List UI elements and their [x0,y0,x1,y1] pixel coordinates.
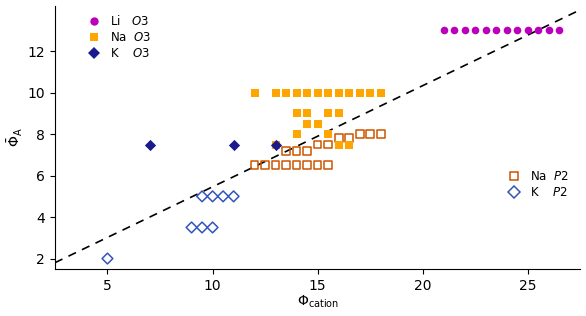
Point [366,131,375,137]
Point [534,28,543,33]
X-axis label: $\Phi_{\rm cation}$: $\Phi_{\rm cation}$ [297,294,339,310]
Point [334,142,343,147]
Point [229,194,239,199]
Point [302,148,312,153]
Point [345,136,354,141]
Point [271,142,280,147]
Point [292,111,301,116]
Point [449,28,459,33]
Point [376,90,386,95]
Point [513,28,522,33]
Point [292,163,301,168]
Point [197,225,207,230]
Point [555,28,564,33]
Point [323,163,333,168]
Legend: Na  $\it{P2}$, K    $\it{P2}$: Na $\it{P2}$, K $\it{P2}$ [502,170,569,199]
Point [250,163,259,168]
Point [523,28,533,33]
Point [313,90,322,95]
Point [208,225,217,230]
Point [313,163,322,168]
Point [281,163,291,168]
Point [334,136,343,141]
Point [250,90,259,95]
Point [145,142,154,147]
Point [323,90,333,95]
Point [492,28,501,33]
Point [292,131,301,137]
Point [544,28,554,33]
Point [460,28,469,33]
Point [313,142,322,147]
Point [471,28,480,33]
Point [355,131,364,137]
Point [187,225,196,230]
Point [323,111,333,116]
Point [313,121,322,126]
Point [366,90,375,95]
Point [323,142,333,147]
Point [271,90,280,95]
Point [355,90,364,95]
Point [376,131,386,137]
Point [281,148,291,153]
Point [292,90,301,95]
Point [481,28,490,33]
Point [197,194,207,199]
Point [271,142,280,147]
Point [302,90,312,95]
Point [208,194,217,199]
Point [334,111,343,116]
Point [345,90,354,95]
Point [302,121,312,126]
Point [229,142,239,147]
Point [219,194,228,199]
Point [334,90,343,95]
Point [302,163,312,168]
Point [439,28,448,33]
Y-axis label: $\bar{\Phi}_{\rm A}$: $\bar{\Phi}_{\rm A}$ [5,127,25,147]
Point [502,28,512,33]
Point [281,90,291,95]
Point [103,256,112,261]
Point [292,148,301,153]
Point [323,131,333,137]
Point [345,142,354,147]
Point [302,111,312,116]
Point [260,163,270,168]
Point [271,163,280,168]
